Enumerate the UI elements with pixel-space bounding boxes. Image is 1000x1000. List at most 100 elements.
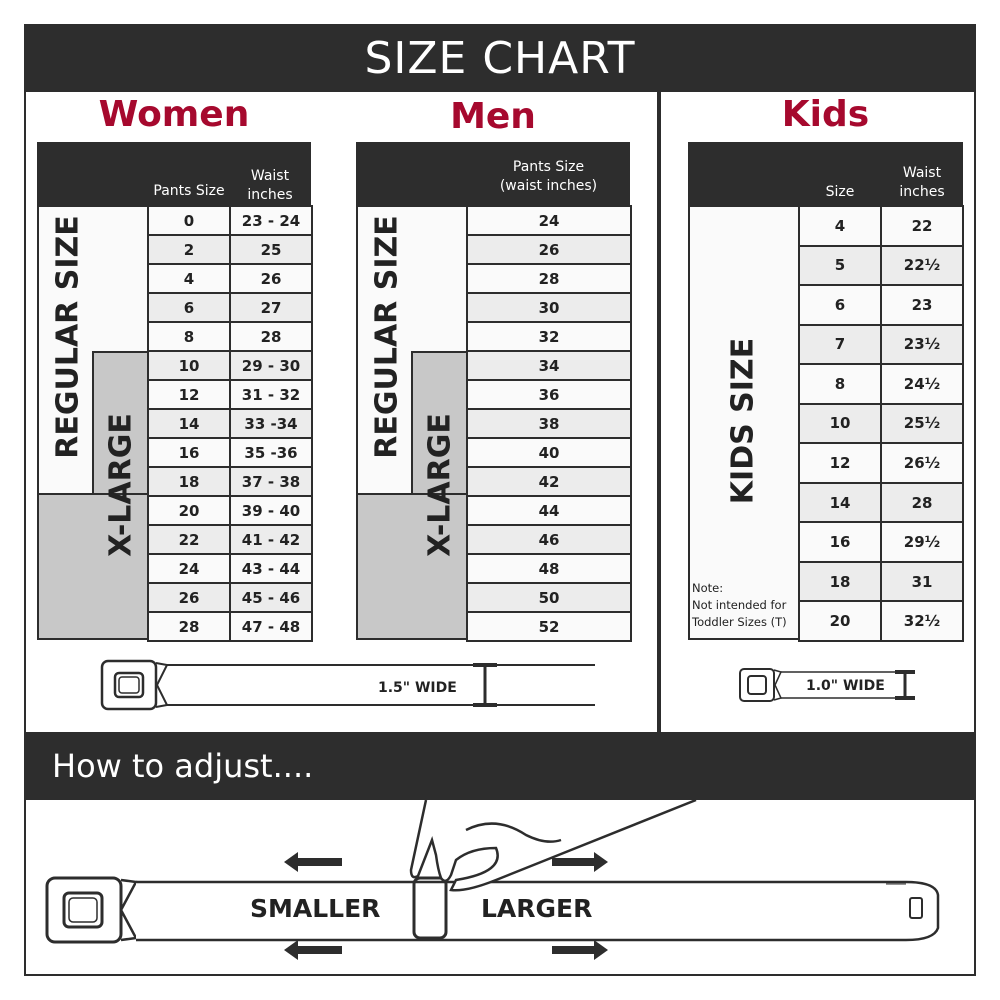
kids-size-cell: 20 <box>798 600 882 642</box>
men-title: Men <box>450 96 536 137</box>
kids-waist-cell: 22 <box>880 205 964 247</box>
women-waist-cell: 31 - 32 <box>229 379 313 410</box>
men-size-cell: 44 <box>466 495 632 526</box>
women-size-cell: 26 <box>147 582 231 613</box>
buckle-icon <box>739 668 783 702</box>
men-size-cell: 32 <box>466 321 632 352</box>
women-waist-cell: 26 <box>229 263 313 294</box>
men-size-cell: 42 <box>466 466 632 497</box>
kids-waist-cell: 32½ <box>880 600 964 642</box>
hand-icon <box>409 800 697 892</box>
kids-waist-cell: 29½ <box>880 521 964 563</box>
page-title: SIZE CHART <box>364 32 636 84</box>
men-size-cell: 30 <box>466 292 632 323</box>
kids-size-cell: 14 <box>798 481 882 524</box>
kids-waist-cell: 28 <box>880 481 964 524</box>
women-waist-cell: 27 <box>229 292 313 323</box>
kids-note-2: Not intended for <box>692 598 787 612</box>
kids-col-size: Size <box>825 184 855 200</box>
kids-table-header: Size Waist inches <box>688 142 963 206</box>
men-size-cell: 50 <box>466 582 632 613</box>
kids-waist-cell: 22½ <box>880 244 964 287</box>
women-size-cell: 0 <box>147 205 231 236</box>
men-size-cell: 48 <box>466 553 632 584</box>
women-waist-cell: 45 - 46 <box>229 582 313 613</box>
women-waist-cell: 28 <box>229 321 313 352</box>
width-marker-icon <box>473 663 497 707</box>
kids-note-1: Note: <box>692 581 724 595</box>
kids-divider <box>657 92 661 732</box>
women-col-size: Pants Size <box>153 183 225 199</box>
kids-waist-cell: 23½ <box>880 323 964 366</box>
smaller-label: SMALLER <box>250 894 381 923</box>
women-waist-cell: 25 <box>229 234 313 265</box>
men-size-cell: 28 <box>466 263 632 294</box>
adult-width-label: 1.5" WIDE <box>378 680 457 696</box>
women-size-cell: 22 <box>147 524 231 555</box>
women-col-waist-2: inches <box>247 187 293 203</box>
men-table-header: Pants Size (waist inches) <box>356 142 630 206</box>
title-bar: SIZE CHART <box>24 24 976 92</box>
arrow-left-icon <box>284 852 342 872</box>
kids-size-cell: 12 <box>798 442 882 484</box>
women-size-cell: 2 <box>147 234 231 265</box>
women-xlarge-band-lower <box>39 493 148 638</box>
women-xlarge-label: X-LARGE <box>103 413 139 557</box>
kids-col-waist-1: Waist <box>902 165 942 181</box>
women-size-cell: 16 <box>147 437 231 468</box>
kids-size-cell: 4 <box>798 205 882 247</box>
women-col-waist-1: Waist <box>250 168 290 184</box>
women-waist-cell: 41 - 42 <box>229 524 313 555</box>
women-waist-cell: 47 - 48 <box>229 611 313 642</box>
women-size-cell: 10 <box>147 350 231 381</box>
women-size-cell: 28 <box>147 611 231 642</box>
women-size-cell: 24 <box>147 553 231 584</box>
kids-size-cell: 6 <box>798 284 882 326</box>
kids-size-cell: 8 <box>798 363 882 405</box>
men-size-cell: 26 <box>466 234 632 265</box>
kids-size-label: KIDS SIZE <box>725 337 761 505</box>
kids-waist-cell: 24½ <box>880 363 964 405</box>
women-regular-label: REGULAR SIZE <box>50 215 86 459</box>
kids-col-waist-2: inches <box>899 184 945 200</box>
men-regular-label: REGULAR SIZE <box>369 215 405 459</box>
adjust-title: How to adjust.... <box>52 747 314 785</box>
women-size-cell: 18 <box>147 466 231 497</box>
kids-belt-width-illustration <box>739 668 915 702</box>
kids-note-3: Toddler Sizes (T) <box>692 615 787 629</box>
men-size-cell: 34 <box>466 350 632 381</box>
men-size-cell: 24 <box>466 205 632 236</box>
kids-waist-cell: 23 <box>880 284 964 326</box>
arrow-left-icon <box>284 940 342 960</box>
men-size-cell: 52 <box>466 611 632 642</box>
women-size-cell: 14 <box>147 408 231 439</box>
kids-size-cell: 5 <box>798 244 882 287</box>
arrow-right-icon <box>552 852 608 872</box>
arrow-right-icon <box>552 940 608 960</box>
kids-waist-cell: 25½ <box>880 402 964 445</box>
adult-belt-width-illustration <box>100 659 595 711</box>
women-size-cell: 20 <box>147 495 231 526</box>
width-marker-icon <box>895 670 915 700</box>
slider-loop-icon <box>412 876 448 940</box>
women-waist-cell: 33 -34 <box>229 408 313 439</box>
kids-size-cell: 18 <box>798 560 882 603</box>
kids-size-cell: 7 <box>798 323 882 366</box>
women-title: Women <box>98 94 250 135</box>
adjust-illustration <box>45 800 940 960</box>
kids-title: Kids <box>781 94 870 135</box>
men-size-cell: 46 <box>466 524 632 555</box>
women-size-cell: 8 <box>147 321 231 352</box>
women-table-header: Pants Size Waist inches <box>37 142 311 206</box>
women-waist-cell: 35 -36 <box>229 437 313 468</box>
women-size-cell: 12 <box>147 379 231 410</box>
women-waist-cell: 39 - 40 <box>229 495 313 526</box>
kids-size-cell: 10 <box>798 402 882 445</box>
women-size-cell: 4 <box>147 263 231 294</box>
women-waist-cell: 29 - 30 <box>229 350 313 381</box>
kids-size-band <box>688 205 800 640</box>
men-size-cell: 38 <box>466 408 632 439</box>
kids-waist-cell: 26½ <box>880 442 964 484</box>
kids-waist-cell: 31 <box>880 560 964 603</box>
women-size-cell: 6 <box>147 292 231 323</box>
